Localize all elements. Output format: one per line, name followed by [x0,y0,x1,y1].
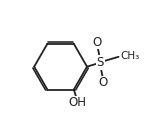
Text: O: O [93,36,102,49]
Text: CH₃: CH₃ [120,51,139,62]
Text: S: S [97,56,104,69]
Text: O: O [99,76,108,89]
Text: OH: OH [69,96,87,109]
